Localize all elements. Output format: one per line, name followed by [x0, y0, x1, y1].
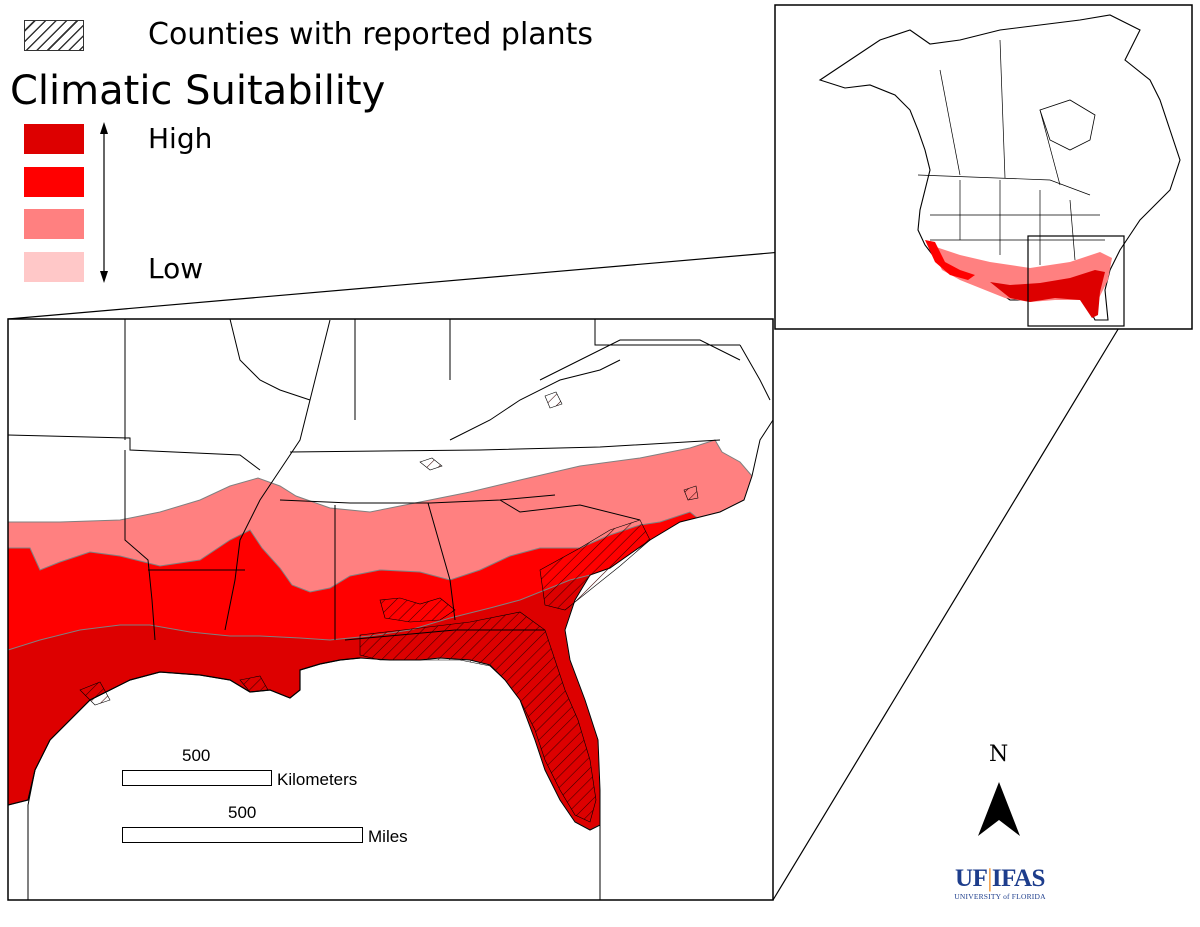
scale-bar-mi: [122, 827, 363, 843]
logo-separator: |: [987, 865, 992, 892]
reported-counties-hatch-alabama: [379, 597, 456, 623]
uf-ifas-logo: UF|IFAS UNIVERSITY of FLORIDA: [950, 866, 1050, 902]
reported-counties-hatch-tennessee: [419, 457, 443, 471]
inset-boundaries: [917, 39, 1105, 265]
inset-zoom-box: [1027, 235, 1125, 327]
logo-ifas: IFAS: [991, 865, 1046, 892]
north-arrow-icon: [978, 782, 1020, 836]
reported-counties-hatch-nc: [683, 485, 699, 501]
swatch-low: [24, 252, 84, 282]
inset-suitability-mexico: [925, 240, 975, 280]
main-map-frame: [7, 318, 774, 901]
swatch-high: [24, 124, 84, 154]
reported-counties-hatch: [359, 611, 597, 823]
legend-range-arrow: [100, 122, 108, 283]
logo-uf: UF: [955, 865, 988, 892]
inset-map: [775, 5, 1192, 329]
hatch-legend-label: Counties with reported plants: [148, 17, 594, 52]
reported-counties-hatch-virginia: [544, 391, 563, 409]
inset-hudson-bay: [1039, 99, 1096, 151]
legend-high-label: High: [148, 122, 213, 155]
scale-mi-value: 500: [228, 803, 257, 822]
logo-wordmark: UF|IFAS: [950, 866, 1050, 892]
scale-mi-unit: Miles: [368, 827, 408, 846]
inset-north-america: [818, 14, 1181, 321]
legend-title: Climatic Suitability: [10, 68, 386, 114]
swatch-medium-high: [24, 167, 84, 197]
scale-km-value: 500: [182, 746, 211, 765]
zoom-connectors: [7, 239, 1121, 901]
inset-map-frame: [774, 4, 1193, 330]
scale-km-unit: Kilometers: [277, 770, 358, 789]
logo-subtitle: UNIVERSITY of FLORIDA: [954, 892, 1046, 901]
scale-bar-km: [122, 770, 272, 786]
hatch-swatch: [24, 20, 84, 51]
state-boundaries: [8, 319, 771, 641]
inset-suitability-high: [990, 270, 1105, 318]
legend-low-label: Low: [148, 252, 204, 285]
coastline: [8, 657, 361, 806]
reported-counties-hatch-georgia: [539, 519, 651, 611]
swatch-medium-low: [24, 209, 84, 239]
main-map: [8, 319, 773, 900]
north-label: N: [989, 742, 1009, 767]
